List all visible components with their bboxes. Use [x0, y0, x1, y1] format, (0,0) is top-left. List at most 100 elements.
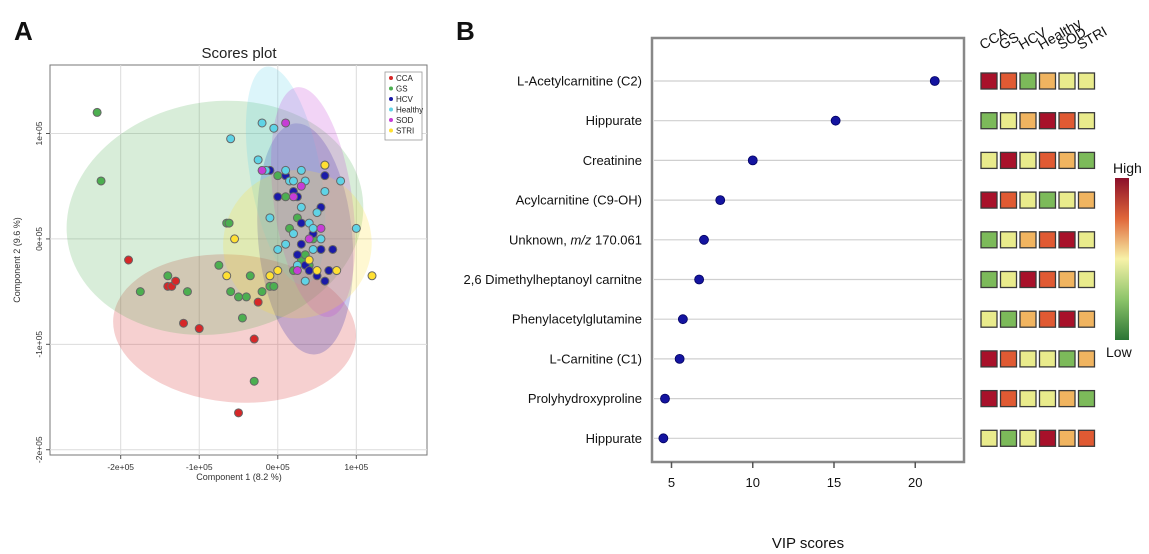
point-gs: [135, 287, 145, 297]
point-gs: [237, 313, 247, 323]
heatmap-cell: [1019, 151, 1037, 170]
point-sod: [292, 266, 302, 276]
heatmap-cell: [999, 389, 1018, 408]
heatmap-cell: [1019, 112, 1037, 130]
heatmap-cell: [1019, 389, 1037, 408]
point-gs: [241, 292, 251, 302]
legend-swatch-cca: [389, 76, 393, 80]
point-hcv: [324, 266, 334, 276]
point-gs: [234, 292, 243, 302]
heatmap-cell: [1077, 191, 1096, 209]
ellipse-gs: [66, 100, 364, 335]
legend-swatch-healthy: [389, 107, 393, 112]
legend-label-cca: CCA: [396, 74, 414, 83]
heatmap-cell: [1019, 231, 1037, 249]
legend-label-hcv: HCV: [396, 95, 414, 104]
point-gs: [249, 376, 259, 386]
legend-label-gs: GS: [396, 85, 408, 94]
vip-point: [747, 155, 758, 166]
point-healthy: [288, 229, 298, 239]
vip-row-label: Acylcarnitine (C9-OH): [516, 193, 642, 208]
heatmap-cell: [1038, 151, 1057, 170]
vip-point: [715, 195, 726, 206]
legend-label-sod: SOD: [396, 116, 414, 125]
point-sod: [257, 165, 267, 175]
y-tick-label: 1e+05: [34, 121, 44, 145]
heatmap-cell: [999, 112, 1018, 130]
point-gs: [96, 176, 106, 186]
vip-point: [830, 115, 841, 126]
legend-swatch-stri: [389, 128, 393, 133]
heatmap-cell: [1058, 191, 1076, 209]
legend-label-healthy: Healthy: [396, 106, 423, 115]
point-stri: [332, 266, 342, 276]
vip-plot-frame: [650, 36, 966, 464]
point-stri: [304, 255, 314, 265]
heatmap-cell: [1019, 72, 1037, 90]
x-axis-label: Component 1 (8.2 %): [196, 472, 282, 482]
point-cca: [253, 297, 263, 307]
heatmap-cell: [980, 310, 998, 328]
heatmap-cell: [1038, 231, 1057, 249]
legend-swatch-gs: [389, 86, 393, 91]
point-healthy: [308, 223, 318, 233]
chart-title: Scores plot: [201, 45, 277, 62]
y-tick-label: -1e+05: [34, 331, 44, 358]
vip-point: [677, 314, 688, 325]
heatmap-cell: [980, 429, 998, 447]
color-scale-bar: [1115, 178, 1129, 340]
heatmap-cell: [1019, 429, 1037, 447]
point-stri: [222, 271, 232, 281]
point-hcv: [320, 276, 330, 286]
vip-row-label: Phenylacetylglutamine: [512, 312, 642, 327]
heatmap-cell: [999, 72, 1018, 90]
point-stri: [320, 160, 330, 170]
point-healthy: [253, 155, 263, 165]
vip-row-label: Unknown, m/z 170.061: [509, 232, 642, 247]
point-stri: [265, 271, 275, 281]
point-healthy: [226, 134, 236, 144]
point-cca: [124, 255, 134, 265]
point-healthy: [281, 239, 291, 249]
heatmap-cell: [980, 112, 998, 130]
point-healthy: [269, 123, 279, 133]
heatmap-cell: [999, 151, 1018, 170]
point-gs: [182, 287, 192, 297]
point-stri: [367, 271, 377, 281]
heatmap-cell: [1058, 310, 1076, 328]
heatmap-cell: [1077, 310, 1096, 328]
point-healthy: [296, 202, 306, 212]
heatmap-cell: [1019, 191, 1037, 209]
y-tick-label: 0e+05: [34, 227, 44, 251]
vip-x-axis-label: VIP scores: [772, 535, 844, 552]
heatmap-cell: [1038, 270, 1057, 289]
point-hcv: [273, 192, 283, 202]
heatmap-cell: [999, 350, 1018, 368]
vip-plot: L-Acetylcarnitine (C2) Hippurate Creatinin…: [464, 15, 1142, 552]
point-hcv: [296, 239, 306, 249]
point-gs: [257, 287, 267, 297]
scores-plot: Scores plot -2e+05 -1e+05 0e+05 1e+05-2e+05…: [12, 45, 428, 482]
panel-letter-a: A: [14, 16, 33, 46]
heatmap-cell: [1077, 350, 1096, 368]
heatmap-cell: [1058, 72, 1076, 90]
x-tick-label: -2e+05: [107, 462, 134, 472]
heatmap-cell: [1038, 389, 1057, 408]
scale-high-label: High: [1113, 160, 1142, 176]
scale-low-label: Low: [1106, 344, 1133, 360]
point-hcv: [316, 244, 326, 254]
vip-x-tick-label: 10: [746, 475, 760, 490]
heatmap-cell: [999, 429, 1018, 447]
heatmap-cell: [1058, 112, 1076, 130]
heatmap-cell: [1019, 270, 1037, 289]
heatmap-cell: [1058, 389, 1076, 408]
heatmap-cell: [980, 191, 998, 209]
point-healthy: [273, 244, 283, 254]
heatmap-cell: [1058, 270, 1076, 289]
x-tick-label: -1e+05: [186, 462, 213, 472]
heatmap-cell: [980, 231, 998, 249]
heatmap-cell: [1077, 72, 1096, 90]
point-healthy: [288, 176, 298, 186]
point-gs: [281, 192, 291, 202]
